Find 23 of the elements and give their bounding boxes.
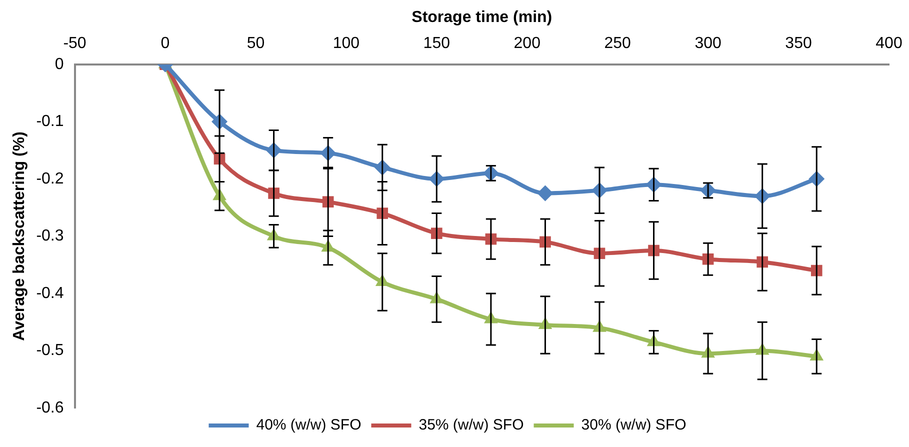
y-tick-label: -0.6 (36, 399, 64, 416)
legend-label: 40% (w/w) SFO (256, 416, 362, 434)
legend-label: 35% (w/w) SFO (418, 416, 524, 434)
x-tick-label: 0 (160, 35, 170, 52)
x-tick-label: 50 (246, 35, 265, 52)
x-tick-label: -50 (63, 35, 86, 52)
y-tick-label: 0 (54, 56, 64, 73)
x-tick-label: 400 (876, 35, 902, 52)
point (537, 185, 554, 202)
y-tick-label: -0.3 (36, 228, 64, 245)
x-tick-label: 200 (514, 35, 541, 52)
x-axis-title: Storage time (min) (412, 9, 552, 26)
y-tick-label: -0.4 (36, 284, 64, 302)
x-tick-label: 300 (694, 35, 722, 52)
y-axis-title: Average backscattering (%) (11, 132, 28, 341)
x-tick-label: 150 (423, 35, 450, 52)
x-tick-label: 350 (785, 35, 812, 52)
y-tick-label: -0.1 (36, 113, 64, 130)
legend-label: 30% (w/w) SFO (581, 416, 686, 434)
y-tick-label: -0.5 (36, 342, 64, 360)
x-tick-label: 100 (332, 35, 360, 52)
y-tick-label: -0.2 (36, 170, 64, 188)
x-tick-label: 250 (604, 35, 632, 52)
